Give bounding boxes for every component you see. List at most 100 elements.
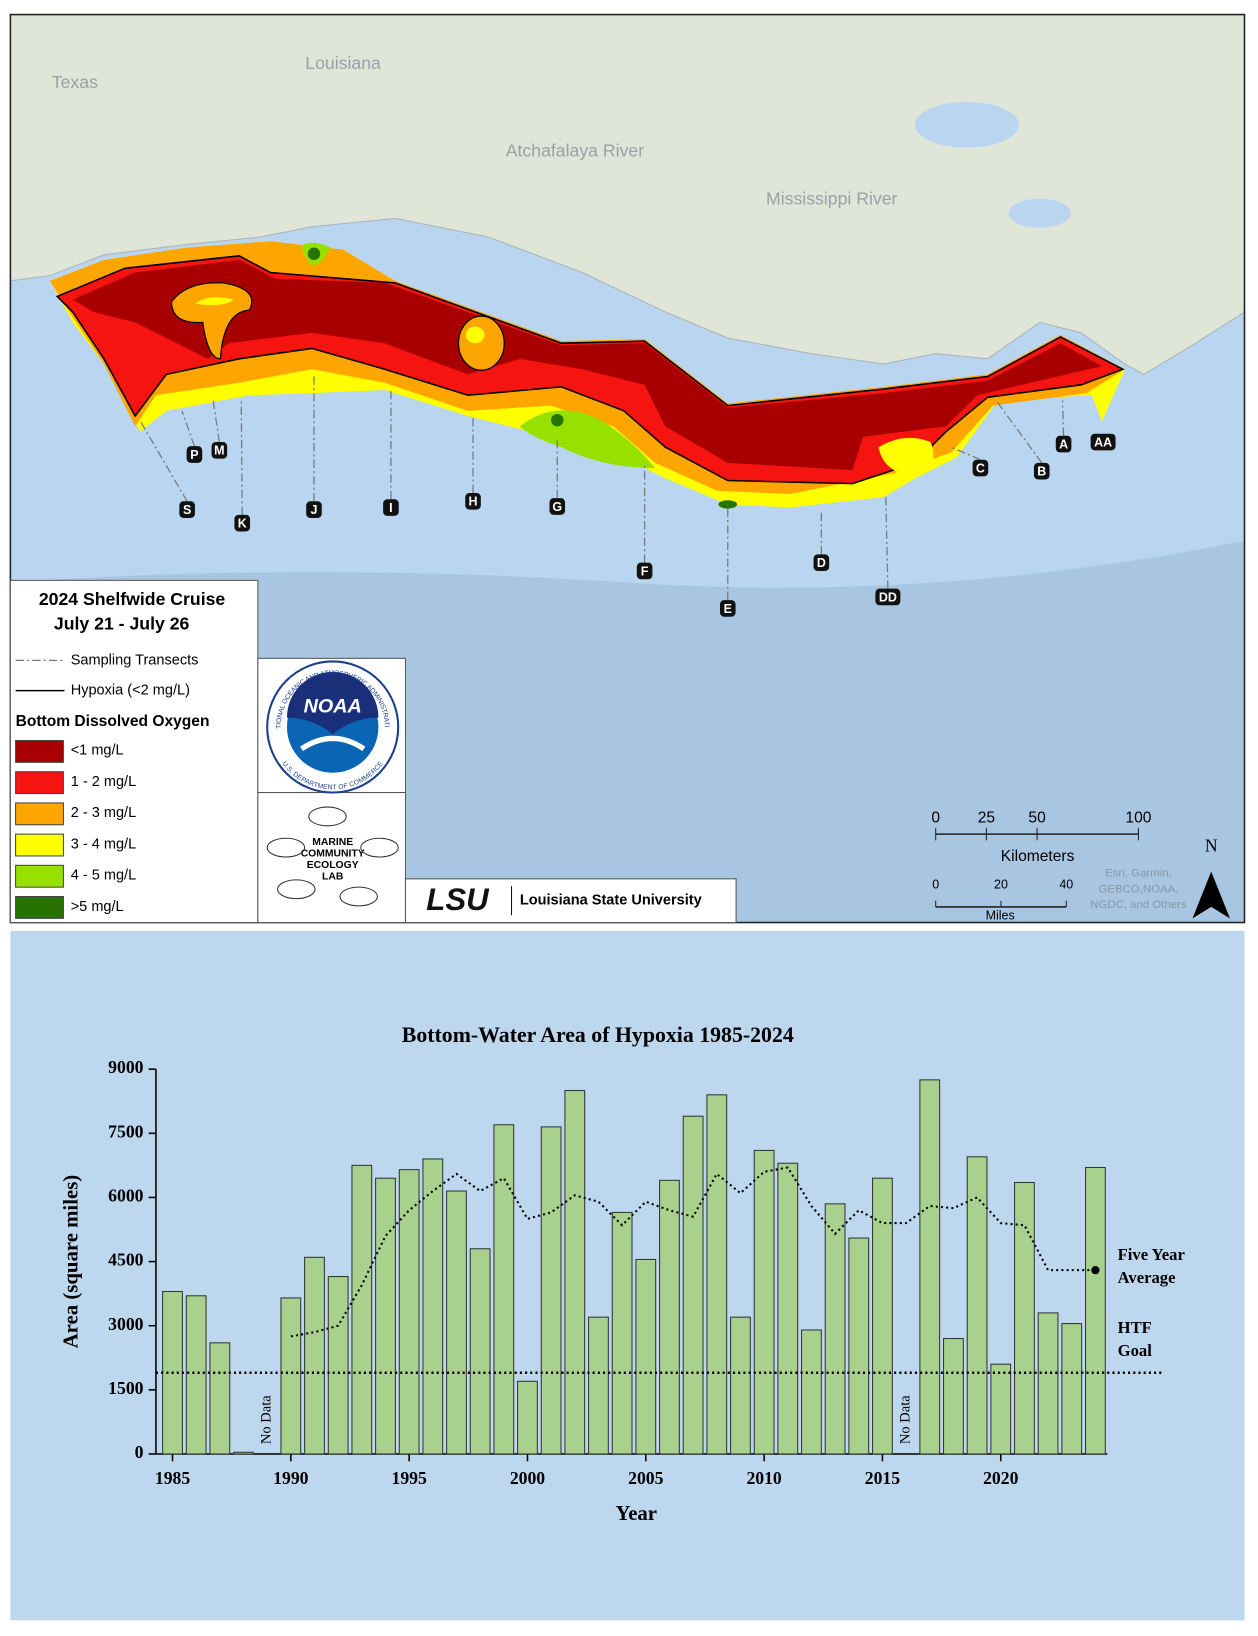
legend-dates: July 21 - July 26: [54, 614, 190, 634]
bar: [469, 1248, 491, 1455]
bar: [422, 1158, 444, 1455]
y-tick-label: 7500: [108, 1121, 143, 1141]
y-tick-label: 3000: [108, 1314, 143, 1334]
legend-subtitle: Bottom Dissolved Oxygen: [16, 713, 210, 730]
bar: [185, 1295, 207, 1455]
x-tick-label: 2020: [983, 1468, 1018, 1488]
transect-label: K: [238, 516, 247, 530]
transect-badge: [813, 554, 830, 571]
transect-badge: [186, 446, 203, 463]
x-axis-title: Year: [616, 1502, 658, 1525]
lab-logo-box: [257, 791, 406, 924]
oxygen-zone: [307, 247, 321, 261]
bar: [588, 1316, 609, 1455]
lake: [1008, 198, 1071, 228]
bar: [1037, 1312, 1059, 1455]
credits: GEBCO,NOAA,: [1098, 883, 1178, 895]
north-arrow: [1192, 871, 1230, 919]
place-label: Atchafalaya River: [506, 141, 644, 161]
bar: [848, 1237, 870, 1455]
bar: [753, 1149, 775, 1455]
oxygen-zone: [457, 315, 505, 371]
bar: [280, 1297, 302, 1455]
transect-badge: [465, 492, 481, 510]
no-data-label: No Data: [259, 1395, 275, 1444]
transect-label: A: [1059, 437, 1068, 451]
lsu-logo-text: Louisiana State University: [520, 893, 703, 909]
sampling-transect: [1061, 400, 1065, 436]
legend-swatch: [15, 771, 64, 795]
transect-label: I: [389, 501, 392, 515]
legend-swatch: [15, 739, 64, 763]
bar: [209, 1342, 231, 1455]
bar: [919, 1079, 941, 1455]
transect-label: J: [311, 503, 318, 517]
bar: [1014, 1181, 1035, 1455]
transect-badge: [719, 600, 736, 617]
x-tick-label: 2010: [746, 1468, 781, 1488]
transect-badge: [875, 588, 901, 606]
no-data-label: No Data: [897, 1395, 913, 1444]
lab-logo-animal: [277, 879, 316, 900]
oxygen-zone: [551, 413, 564, 427]
bar: [304, 1256, 325, 1455]
lsu-logo: LSU: [426, 882, 490, 917]
transect-label: P: [190, 448, 198, 462]
scale-title: Miles: [986, 909, 1015, 923]
transect-label: AA: [1094, 435, 1112, 449]
transect-label: S: [183, 503, 191, 517]
transect-label: E: [724, 602, 732, 616]
place-label: Texas: [52, 72, 98, 92]
x-tick-label: 1995: [392, 1468, 427, 1488]
legend-label: Hypoxia (<2 mg/L): [71, 682, 190, 698]
legend-swatch: [15, 864, 64, 888]
bar: [730, 1316, 751, 1455]
lab-logo-text: COMMUNITY: [301, 849, 365, 860]
oxygen-zone: [465, 326, 485, 344]
scale-label: 20: [994, 877, 1008, 891]
credits: NGDC, and Others: [1090, 899, 1187, 911]
oxygen-zone: [72, 260, 1103, 471]
x-tick-label: 2000: [510, 1468, 545, 1488]
y-tick-label: 0: [135, 1442, 144, 1462]
noaa-emblem-top: [286, 671, 379, 735]
x-tick-label: 2015: [865, 1468, 900, 1488]
scale-label: 0: [931, 810, 940, 827]
oxygen-zone: [878, 437, 934, 477]
average-line: [290, 1166, 1096, 1338]
average-label: Average: [1118, 1268, 1176, 1287]
y-tick-label: 1500: [108, 1378, 143, 1398]
goal-label: Goal: [1118, 1341, 1153, 1360]
y-tick-label: 4500: [108, 1250, 143, 1270]
lake: [317, 230, 370, 248]
transect-badge: [234, 514, 251, 532]
transect-badge: [1090, 433, 1116, 451]
transect-badge: [972, 459, 989, 477]
legend-label: >5 mg/L: [71, 899, 124, 915]
bar: [1085, 1166, 1106, 1455]
transect-badge: [179, 501, 195, 518]
oxygen-zone: [195, 297, 234, 306]
noaa-text: NOAA: [304, 695, 362, 717]
bar: [872, 1177, 893, 1455]
transect-badge: [636, 562, 653, 580]
legend-title: 2024 Shelfwide Cruise: [39, 589, 226, 609]
bar: [564, 1090, 586, 1455]
lsu-logo-box: [404, 878, 737, 924]
transect-badge: [1055, 435, 1072, 453]
transect-badge: [383, 499, 399, 516]
bar: [327, 1276, 349, 1455]
bar: [398, 1169, 420, 1455]
bar: [635, 1258, 657, 1455]
lake: [914, 101, 1019, 148]
bar: [540, 1126, 562, 1455]
scale-label: 100: [1125, 810, 1151, 827]
lab-logo-animal: [360, 837, 399, 858]
transect-label: C: [976, 461, 985, 475]
transect-label: DD: [879, 590, 897, 604]
transect-label: G: [552, 500, 562, 514]
lab-logo-animal: [339, 886, 378, 907]
transect-badge: [211, 442, 228, 459]
bar: [801, 1329, 822, 1455]
y-axis-title: Area (square miles): [60, 1175, 83, 1349]
